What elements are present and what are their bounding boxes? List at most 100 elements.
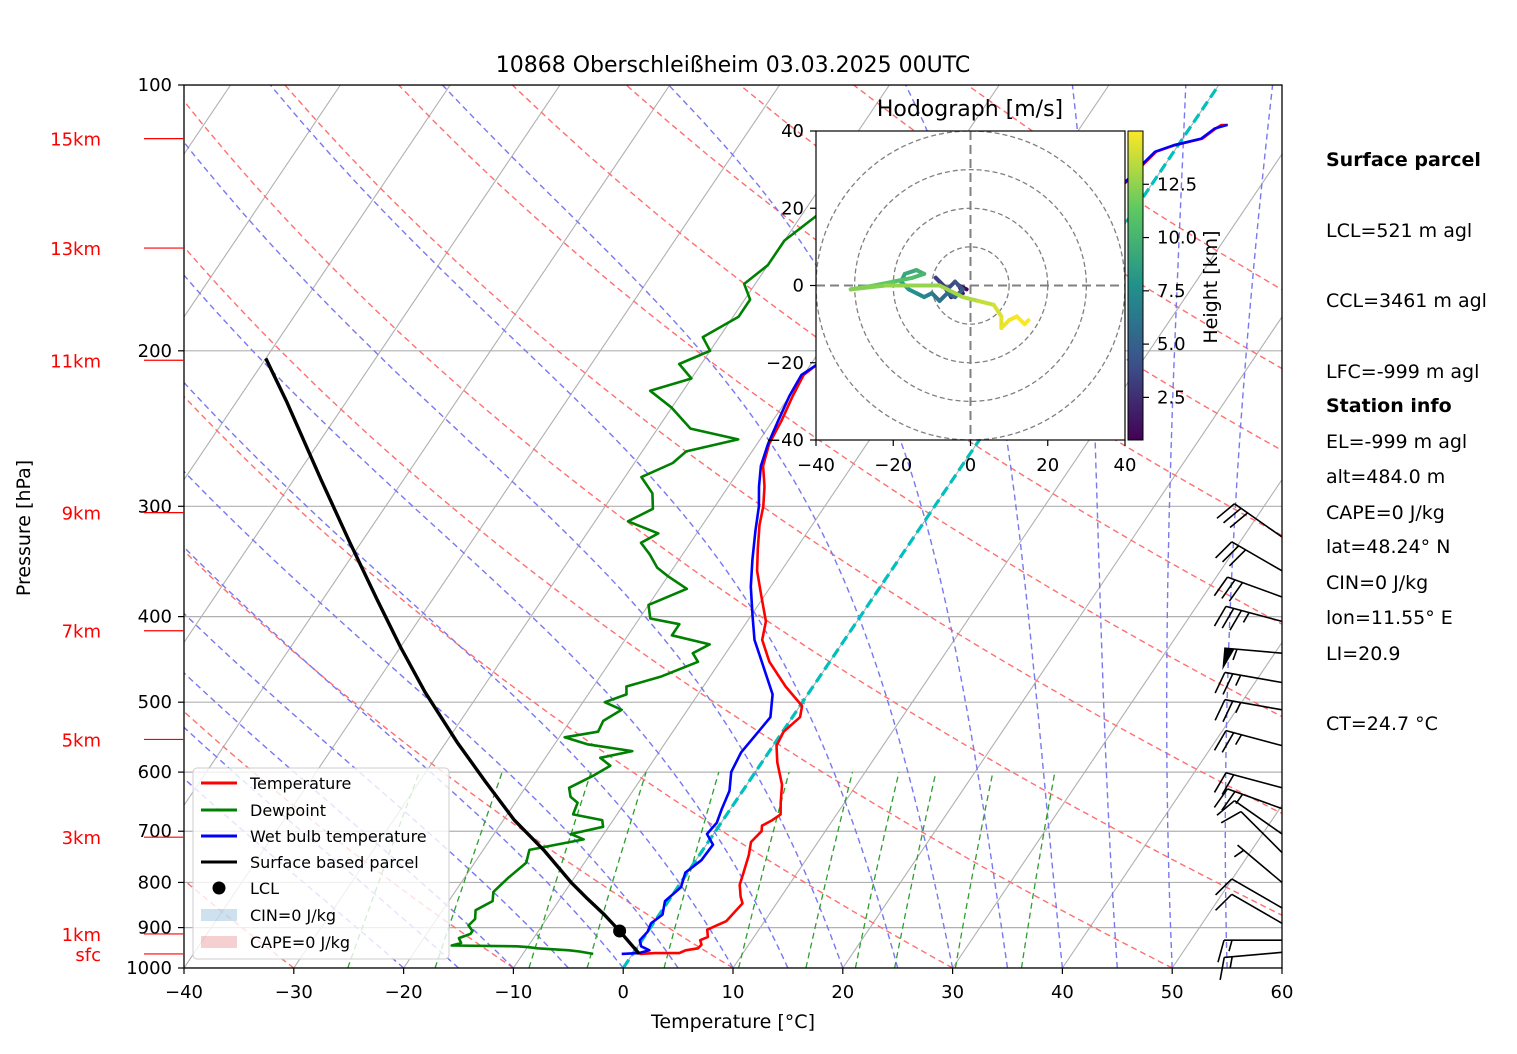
mixing-ratio-line — [586, 771, 647, 968]
hodograph-y-tick-label: −40 — [766, 430, 804, 451]
moist-adiabat — [269, 85, 899, 968]
barb-flag — [1222, 648, 1235, 671]
height-label: 11km — [50, 351, 101, 372]
surface-parcel-line: EL=-999 m agl — [1326, 431, 1468, 453]
mixing-ratio-line — [663, 771, 720, 968]
hodograph-title: Hodograph [m/s] — [877, 97, 1063, 122]
barb-shaft — [1237, 844, 1283, 884]
legend-label-parcel: Surface based parcel — [250, 853, 419, 872]
x-tick-label: −30 — [275, 982, 313, 1003]
hodograph-segment — [937, 283, 965, 300]
wind-barb — [1215, 541, 1283, 572]
barb-shaft — [1225, 729, 1283, 747]
x-tick-label: 50 — [1161, 982, 1184, 1003]
colorbar-tick-label: 5.0 — [1157, 334, 1186, 355]
station-info-line: lon=11.55° E — [1326, 606, 1453, 629]
barb-full — [1220, 810, 1242, 824]
lcl-marker — [613, 924, 627, 938]
x-axis-label: Temperature [°C] — [650, 1011, 815, 1033]
legend-label-wetbulb: Wet bulb temperature — [250, 827, 427, 846]
wind-barb — [1213, 788, 1283, 811]
colorbar-tick-label: 7.5 — [1157, 281, 1186, 302]
barb-shaft — [1224, 671, 1283, 684]
station-info-header: Station info — [1326, 395, 1452, 417]
station-info-panel: Station info alt=484.0 m lat=48.24° N lo… — [1326, 348, 1453, 654]
legend-label-temperature: Temperature — [249, 774, 351, 793]
surface-parcel-line: LFC=-999 m agl — [1326, 360, 1480, 383]
wind-barb — [1214, 698, 1283, 723]
barb-half — [1242, 612, 1250, 623]
moist-adiabat — [1224, 85, 1274, 968]
height-label: 15km — [50, 130, 101, 151]
barb-half — [1235, 674, 1242, 686]
moist-adiabat — [184, 381, 734, 968]
barb-full — [1221, 774, 1235, 795]
hodograph-segment — [991, 302, 1004, 319]
hodograph-inset: −40 −20 0 20 40 −40 −20 0 20 40 Hodograph [m/s] 2… — [766, 97, 1222, 476]
x-tick-label: 10 — [722, 982, 745, 1003]
moist-adiabat — [184, 546, 624, 968]
barb-full — [1222, 673, 1234, 695]
barb-full — [1215, 541, 1233, 559]
hodograph-colorbar — [1127, 130, 1144, 441]
barb-full — [1213, 730, 1227, 751]
mixing-ratio-line — [434, 771, 503, 968]
y-tick-label: 800 — [138, 872, 172, 893]
isotherm-line — [732, 153, 1282, 968]
hodograph-segment — [976, 298, 996, 307]
chart-title: 10868 Oberschleißheim 03.03.2025 00UTC — [496, 53, 971, 78]
hodograph-x-tick-label: 20 — [1036, 455, 1059, 476]
barb-shaft — [1224, 698, 1283, 711]
barb-full — [1229, 512, 1249, 529]
barb-full — [1215, 878, 1233, 896]
colorbar-tick-label: 10.0 — [1157, 228, 1197, 249]
height-label: sfc — [75, 945, 101, 966]
surface-parcel-line: CAPE=0 J/kg — [1326, 501, 1445, 524]
barb-full — [1214, 672, 1226, 694]
y-axis-label: Pressure [hPa] — [13, 460, 35, 596]
wind-barb — [1213, 771, 1283, 795]
barb-shaft — [1225, 771, 1283, 789]
barb-full — [1228, 582, 1244, 602]
isotherm-line — [184, 85, 341, 318]
barb-full — [1222, 700, 1234, 723]
dry-adiabat — [184, 395, 953, 968]
grid-lines — [184, 85, 1282, 968]
hodograph-y-tick-label: 40 — [781, 121, 804, 142]
barb-full — [1221, 791, 1236, 811]
legend: Temperature Dewpoint Wet bulb temperatur… — [192, 767, 450, 960]
barb-full — [1219, 957, 1226, 980]
dewpoint-line — [450, 130, 916, 956]
station-info-line: alt=484.0 m — [1326, 465, 1446, 488]
hodograph-segment — [960, 295, 981, 303]
barb-shaft — [1234, 503, 1283, 538]
isotherm-line — [184, 85, 451, 481]
hodograph-x-tick-label: 0 — [965, 455, 976, 476]
y-tick-label: 100 — [138, 75, 172, 96]
barb-full — [1221, 732, 1235, 753]
barb-half — [1235, 793, 1244, 805]
y-tick-label: 500 — [138, 692, 172, 713]
barb-full — [1213, 605, 1227, 627]
barb-shaft — [1227, 576, 1283, 598]
height-label: 13km — [50, 239, 101, 260]
x-tick-label: −10 — [494, 982, 532, 1003]
wind-barb — [1217, 939, 1282, 963]
moist-adiabat — [1165, 85, 1187, 968]
barb-half — [1234, 734, 1243, 746]
wind-barb — [1233, 844, 1283, 884]
surface-parcel-line: CT=24.7 °C — [1326, 713, 1438, 735]
hodograph-trace — [848, 268, 1031, 330]
wind-barb — [1213, 576, 1283, 602]
wind-barb — [1213, 729, 1283, 753]
x-tick-label: 0 — [617, 982, 628, 1003]
wind-barb — [1216, 800, 1283, 835]
surface-parcel-panel: Surface parcel LCL=521 m agl CCL=3461 m … — [1326, 102, 1487, 760]
moist-adiabat — [184, 274, 789, 968]
dry-adiabat — [184, 245, 1173, 968]
isotherm-line — [1061, 641, 1282, 968]
barb-half — [1229, 956, 1233, 969]
barb-full — [1213, 576, 1229, 597]
barb-full — [1216, 800, 1236, 816]
